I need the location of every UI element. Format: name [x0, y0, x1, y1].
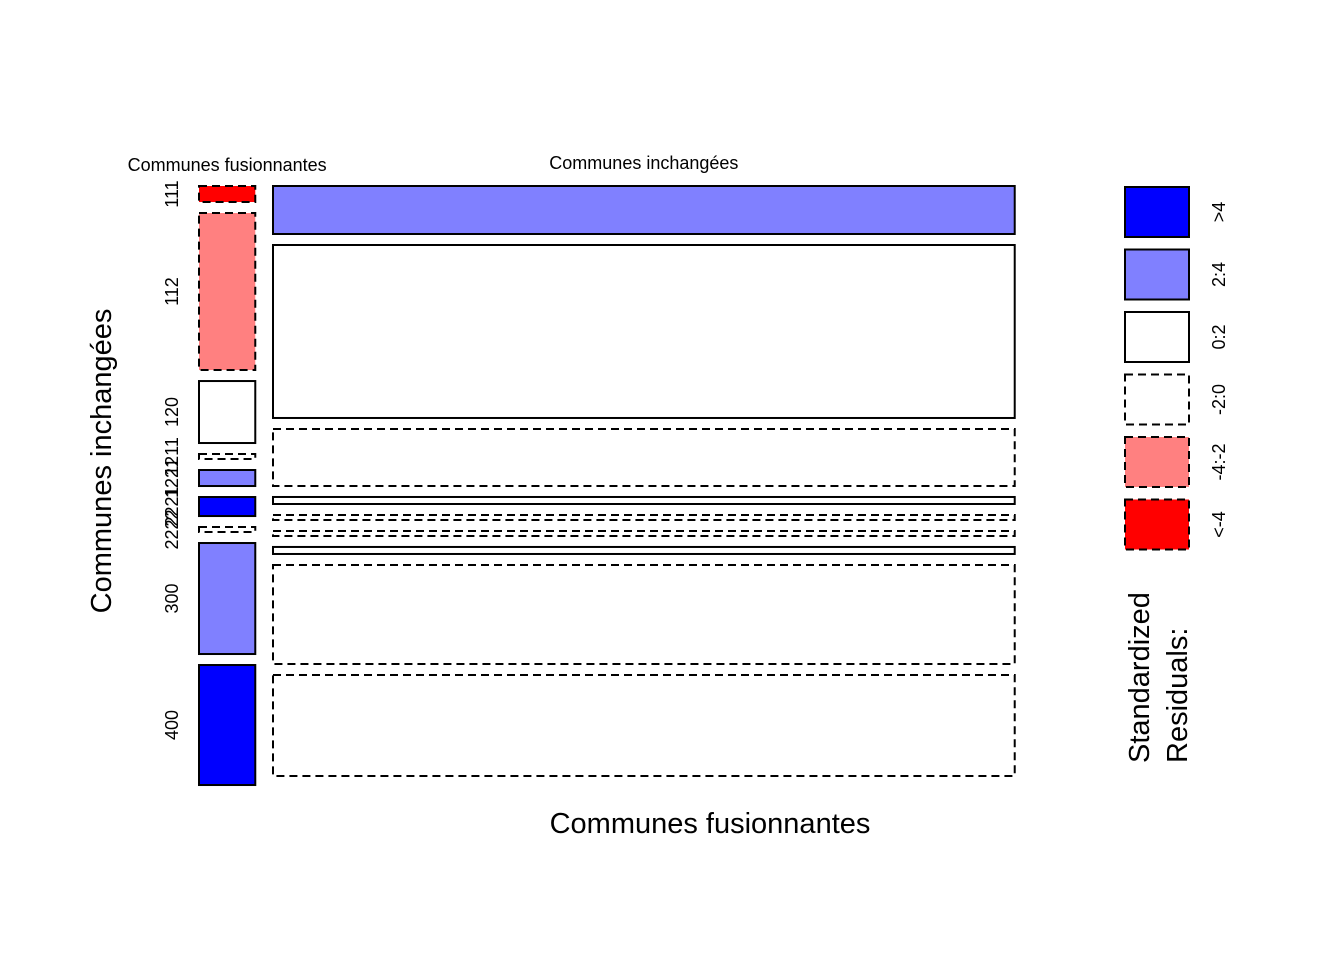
mosaic-cell-112-col0 — [198, 212, 257, 372]
legend-swatch-3 — [1124, 373, 1190, 426]
mosaic-cell-400-col1 — [272, 673, 1016, 777]
mosaic-cell-1221-col1 — [272, 514, 1016, 521]
mosaic-cell-120-col1 — [272, 427, 1016, 487]
mosaic-cell-1211-col0 — [198, 453, 257, 460]
row-tick-label-1221: 1221 — [162, 458, 182, 498]
column-label-1: Communes inchangées — [549, 153, 738, 173]
row-tick-label-400: 400 — [162, 710, 182, 740]
x-axis-title: Communes fusionnantes — [550, 808, 871, 840]
legend-title-line1: Standardized — [1124, 592, 1156, 763]
row-tick-label-300: 300 — [162, 583, 182, 613]
mosaic-cell-2221-col1 — [272, 529, 1016, 537]
row-tick-label-111: 111 — [162, 180, 182, 207]
legend-swatch-1 — [1124, 248, 1190, 301]
mosaic-cell-111-col1 — [272, 185, 1016, 235]
column-labels: Communes fusionnantes Communes inchangées — [128, 153, 739, 175]
legend: >4 2:4 0:2 -2:0 -4:-2 <-4 — [1124, 186, 1229, 551]
y-axis-title: Communes inchangées — [86, 309, 118, 614]
row-tick-label-2222: 2222 — [162, 510, 182, 550]
mosaic-cell-2221-col0 — [198, 496, 257, 518]
mosaic-cell-2222-col0 — [198, 526, 257, 534]
mosaic-cells — [198, 185, 1016, 787]
mosaic-cell-2222-col1 — [272, 545, 1016, 555]
mosaic-cell-120-col0 — [198, 380, 257, 445]
mosaic-cell-300-col1 — [272, 563, 1016, 665]
legend-label-4: -4:-2 — [1209, 443, 1229, 480]
legend-title-line2: Residuals: — [1162, 628, 1194, 763]
mosaic-cell-112-col1 — [272, 244, 1016, 419]
legend-swatch-2 — [1124, 311, 1190, 363]
mosaic-cell-400-col0 — [198, 664, 257, 787]
legend-label-0: >4 — [1209, 202, 1229, 223]
mosaic-cell-111-col0 — [198, 185, 257, 204]
legend-label-1: 2:4 — [1209, 262, 1229, 287]
legend-swatch-0 — [1124, 186, 1190, 238]
mosaic-cell-300-col0 — [198, 542, 257, 656]
legend-label-2: 0:2 — [1209, 324, 1229, 349]
column-label-0: Communes fusionnantes — [128, 155, 327, 175]
mosaic-cell-1211-col1 — [272, 495, 1016, 506]
row-tick-label-120: 120 — [162, 397, 182, 427]
row-tick-label-1211: 1211 — [162, 437, 182, 476]
legend-label-5: <-4 — [1209, 511, 1229, 538]
legend-swatch-4 — [1124, 436, 1190, 488]
row-tick-label-112: 112 — [162, 277, 182, 306]
mosaic-cell-1221-col0 — [198, 469, 257, 488]
row-tick-label-2221: 2221 — [162, 487, 182, 527]
legend-label-3: -2:0 — [1209, 384, 1229, 415]
legend-swatch-5 — [1124, 498, 1190, 551]
